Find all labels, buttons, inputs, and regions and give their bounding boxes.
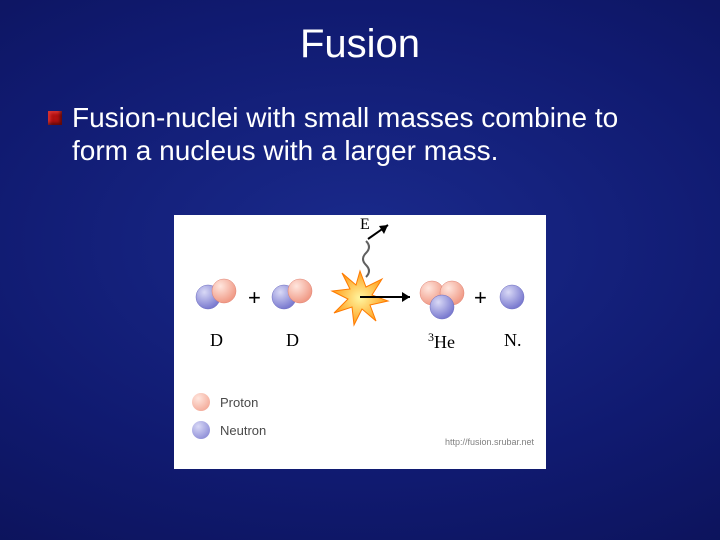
svg-text:E: E (360, 216, 370, 233)
body-text: Fusion-nuclei with small masses combine … (72, 101, 672, 167)
legend-neutron: Neutron (192, 421, 266, 439)
slide-title: Fusion (0, 0, 720, 67)
label-he3: 3He (428, 330, 455, 353)
legend-proton-label: Proton (220, 395, 258, 410)
plus-2: + (474, 285, 487, 311)
body-row: Fusion-nuclei with small masses combine … (0, 67, 720, 167)
slide: Fusion Fusion-nuclei with small masses c… (0, 0, 720, 540)
legend-neutron-label: Neutron (220, 423, 266, 438)
legend-proton: Proton (192, 393, 258, 411)
proton-icon (192, 393, 210, 411)
label-d2: D (286, 330, 299, 351)
label-n: N. (504, 330, 522, 351)
reaction-svg: E (174, 215, 546, 385)
label-d1: D (210, 330, 223, 351)
plus-1: + (248, 285, 261, 311)
bullet-icon (48, 111, 62, 125)
fusion-diagram: E + + D D 3He N. Proton Neutron http://f… (174, 215, 546, 469)
neutron-icon (192, 421, 210, 439)
credit-text: http://fusion.srubar.net (445, 437, 534, 447)
